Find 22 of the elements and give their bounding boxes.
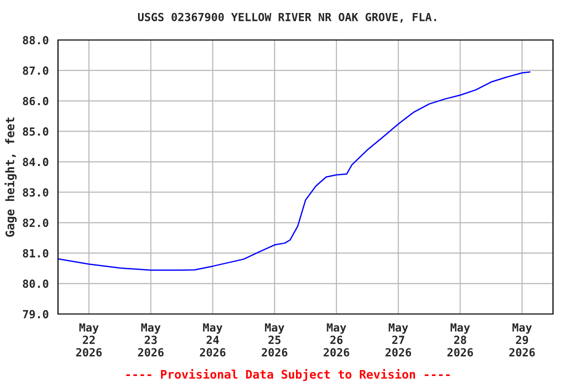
y-tick-label: 80.0: [22, 280, 48, 288]
y-tick-label: 84.0: [22, 158, 48, 166]
y-tick-label: 87.0: [22, 66, 48, 75]
chart-title: USGS 02367900 YELLOW RIVER NR OAK GROVE, FLA.: [138, 12, 436, 23]
y-tick-label: 86.0: [22, 96, 48, 106]
x-tick-label: May 25 2026: [262, 323, 288, 357]
x-tick-label: May 28 2026: [447, 323, 473, 357]
y-tick-label: 88.0: [22, 36, 48, 44]
x-tick-label: May 23 2026: [138, 323, 164, 357]
y-tick-label: 82.0: [22, 218, 48, 228]
x-tick-label: May 27 2026: [386, 323, 412, 357]
y-tick-label: 83.0: [22, 188, 48, 197]
x-tick-label: May 24 2026: [200, 323, 226, 357]
text: ---- Provisional Data Subject to Revision ----: [126, 368, 450, 382]
line-series: [58, 71, 530, 271]
y-tick-label: 85.0: [22, 127, 48, 136]
x-tick-label: May 22 2026: [76, 323, 102, 357]
y-tick-label: 79.0: [22, 310, 48, 318]
x-tick-label: May 26 2026: [324, 323, 350, 357]
y-axis-title: Gage height, feet: [4, 118, 17, 237]
y-tick-label: 81.0: [22, 249, 48, 258]
x-tick-label: May 29 2026: [509, 323, 535, 357]
